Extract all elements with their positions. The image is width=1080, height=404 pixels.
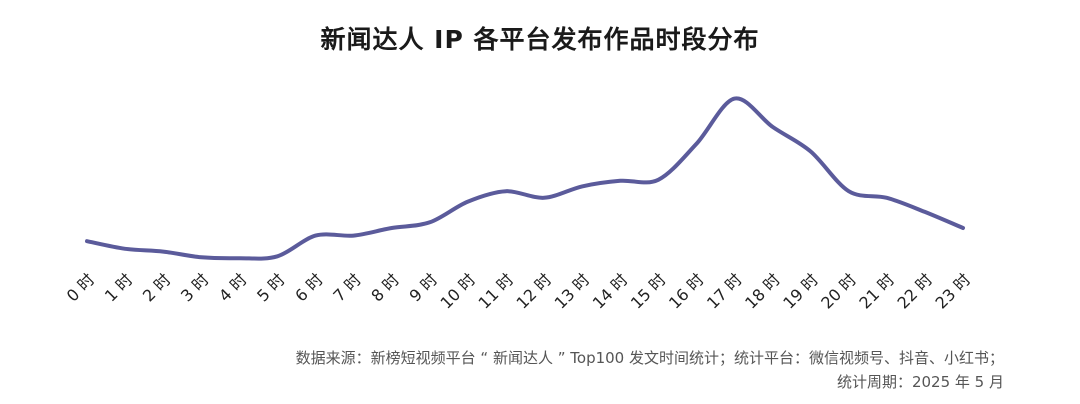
x-tick-label: 22 时 (893, 270, 936, 313)
x-tick-label: 12 时 (513, 270, 556, 313)
data-point-11 (504, 189, 508, 193)
data-point-22 (923, 210, 927, 214)
period-line: 统计周期：2025 年 5 月 (836, 373, 1004, 391)
data-point-17 (733, 97, 737, 101)
data-point-20 (847, 189, 851, 193)
x-tick-label: 11 时 (475, 270, 518, 313)
line-layer (85, 96, 965, 261)
data-point-23 (961, 226, 965, 230)
data-point-16 (694, 142, 698, 146)
data-point-3 (199, 255, 203, 259)
data-point-5 (275, 254, 279, 258)
data-point-1 (123, 247, 127, 251)
data-point-19 (809, 150, 813, 154)
x-tick-label: 20 时 (817, 270, 860, 313)
x-tick-label: 13 时 (551, 270, 594, 313)
x-tick-label: 1 时 (101, 270, 137, 306)
x-tick-label: 5 时 (253, 270, 289, 306)
x-tick-label: 6 时 (291, 270, 327, 306)
source-note: 数据来源：新榜短视频平台 “ 新闻达人 ” Top100 发文时间统计；统计平台… (296, 346, 1004, 394)
x-tick-label: 7 时 (329, 270, 365, 306)
x-tick-label: 8 时 (367, 270, 403, 306)
data-point-4 (237, 256, 241, 260)
x-tick-label: 14 时 (589, 270, 632, 313)
series-line (85, 96, 965, 261)
x-tick-label: 19 时 (779, 270, 822, 313)
x-tick-label: 16 时 (665, 270, 708, 313)
data-point-18 (771, 125, 775, 129)
data-point-7 (352, 234, 356, 238)
x-tick-label: 4 时 (215, 270, 251, 306)
data-point-2 (161, 250, 165, 254)
x-tick-label: 3 时 (177, 270, 213, 306)
data-point-13 (580, 184, 584, 188)
source-line: 数据来源：新榜短视频平台 “ 新闻达人 ” Top100 发文时间统计；统计平台… (295, 349, 1004, 367)
x-tick-label: 9 时 (406, 270, 442, 306)
data-point-10 (466, 200, 470, 204)
x-tick-label: 18 时 (741, 270, 784, 313)
data-point-21 (885, 196, 889, 200)
x-tick-label: 21 时 (855, 270, 898, 313)
data-point-0 (85, 239, 89, 243)
data-point-9 (428, 220, 432, 224)
x-tick-label: 23 时 (932, 270, 975, 313)
data-point-12 (542, 196, 546, 200)
x-tick-label: 2 时 (139, 270, 175, 306)
data-point-15 (656, 178, 660, 182)
data-point-8 (390, 226, 394, 230)
chart-title: 新闻达人 IP 各平台发布作品时段分布 (320, 25, 760, 54)
data-point-6 (314, 234, 318, 238)
x-tick-label: 17 时 (703, 270, 746, 313)
data-point-14 (618, 179, 622, 183)
x-tick-label: 10 时 (436, 270, 479, 313)
x-tick-label: 15 时 (627, 270, 670, 313)
x-tick-label: 0 时 (63, 270, 99, 306)
